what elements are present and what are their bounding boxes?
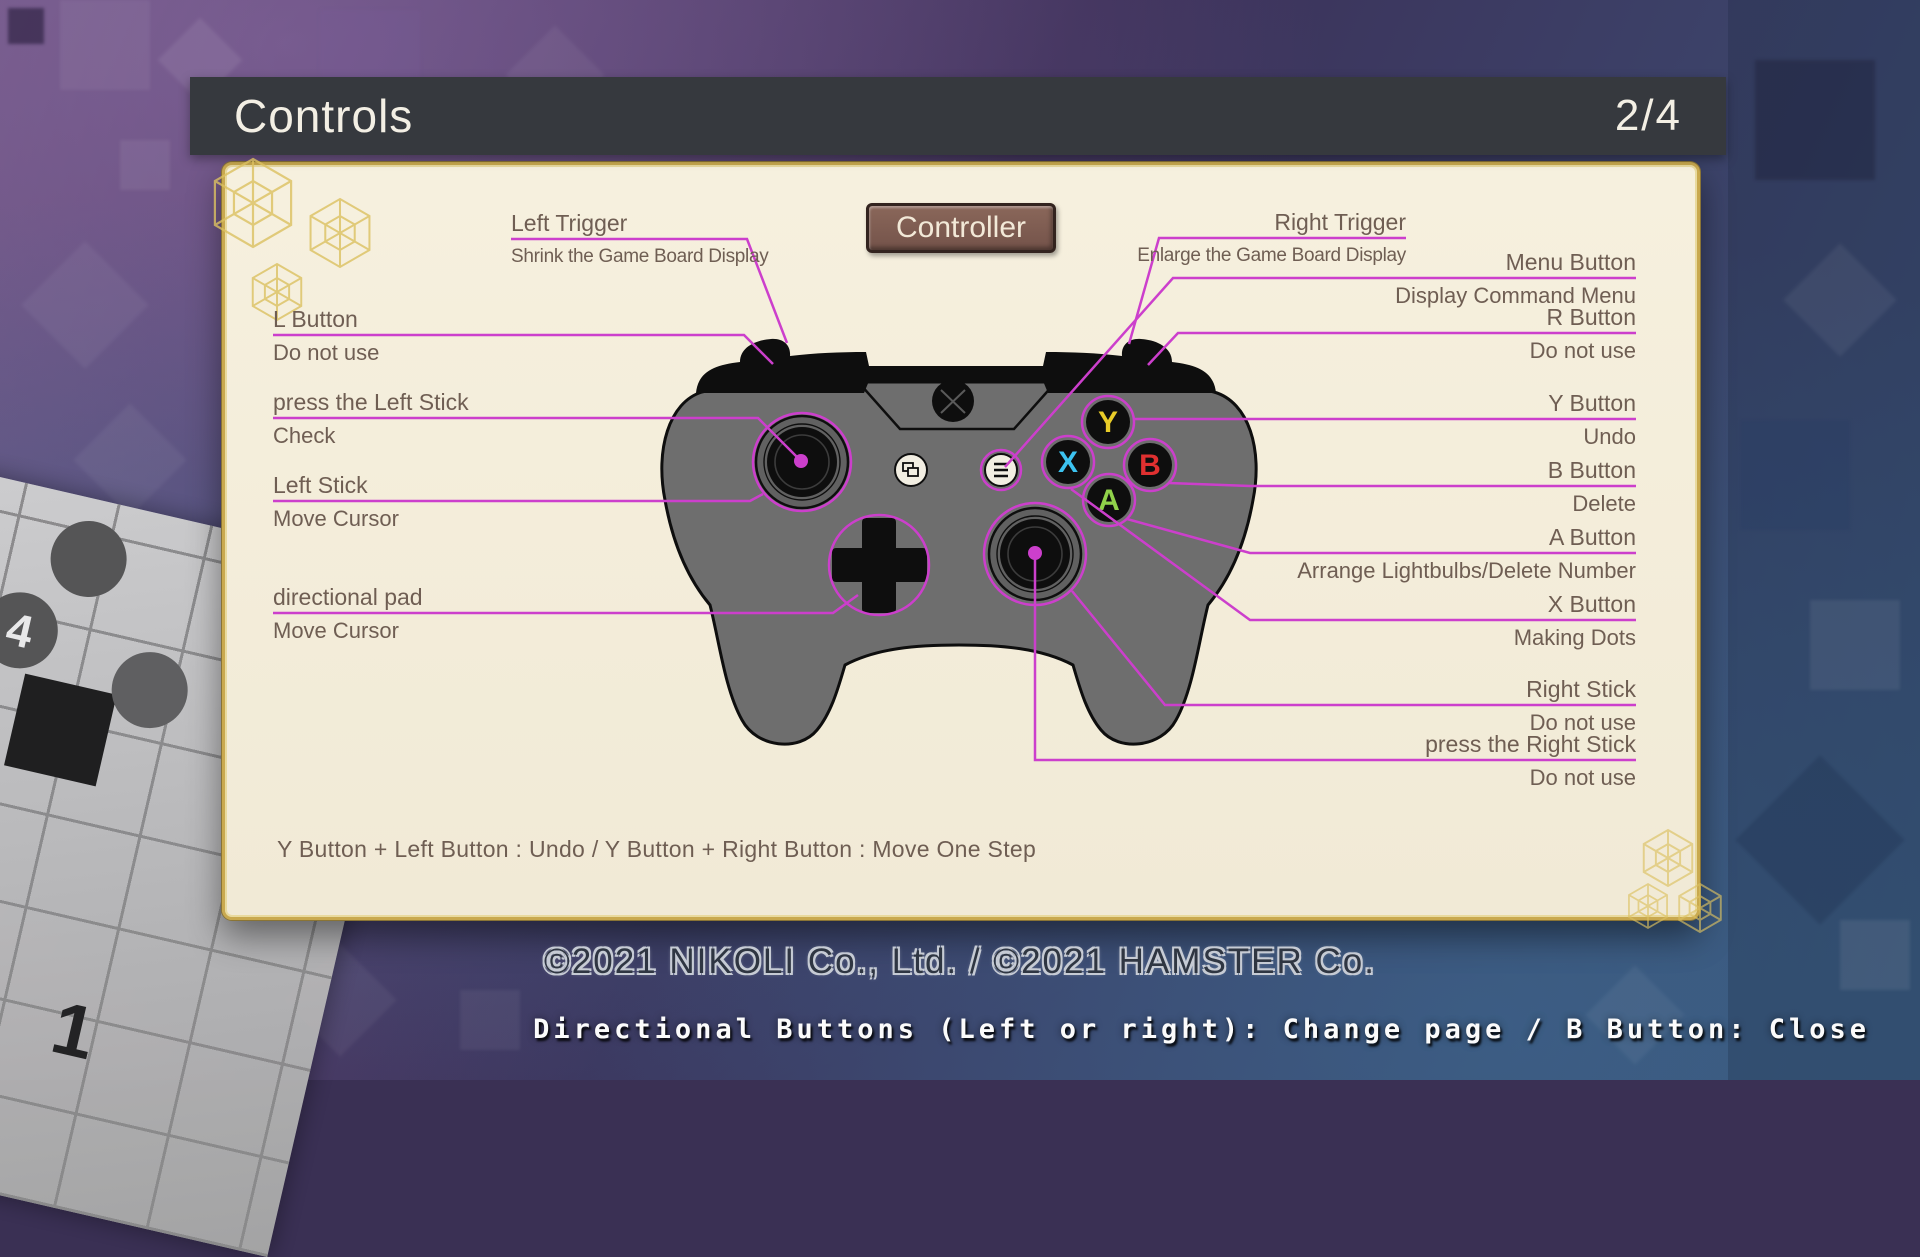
callout-right-stick: Right Stick Do not use — [1526, 676, 1636, 735]
callout-desc: Shrink the Game Board Display — [511, 246, 769, 267]
callout-title: B Button — [1547, 457, 1636, 483]
callout-title: Right Trigger — [1274, 209, 1406, 235]
callout-title: Right Stick — [1526, 676, 1636, 702]
callout-title: Menu Button — [1505, 249, 1636, 275]
callout-press-left-stick: press the Left Stick Check — [273, 389, 469, 448]
tab-controller[interactable]: Controller — [866, 203, 1056, 253]
callout-right-trigger: Right Trigger Enlarge the Game Board Dis… — [1137, 209, 1406, 268]
titlebar: Controls 2/4 — [190, 77, 1726, 155]
callout-title: directional pad — [273, 584, 423, 610]
callout-desc: Delete — [1572, 491, 1636, 516]
callout-desc: Arrange Lightbulbs/Delete Number — [1297, 558, 1636, 583]
callout-l-button: L Button Do not use — [273, 306, 379, 365]
callout-desc: Undo — [1583, 424, 1636, 449]
callout-desc: Making Dots — [1513, 625, 1636, 650]
mosaic-square — [1740, 420, 1850, 530]
mosaic-square — [460, 990, 520, 1050]
puzzle-black-cell — [4, 673, 117, 787]
callout-title: L Button — [273, 306, 358, 332]
tab-controller-label: Controller — [895, 211, 1027, 244]
callout-desc: Do not use — [1529, 765, 1636, 790]
combo-note: Y Button + Left Button : Undo / Y Button… — [277, 836, 1037, 862]
mosaic-square — [8, 8, 44, 44]
page-indicator: 2/4 — [1614, 91, 1682, 140]
callout-press-right-stick: press the Right Stick Do not use — [1425, 731, 1636, 790]
mosaic-square — [1810, 600, 1900, 690]
puzzle-clue-number: 4 — [1, 602, 39, 659]
callout-title: A Button — [1549, 524, 1636, 550]
callout-title: Left Trigger — [511, 210, 628, 236]
callout-y-button: Y Button Undo — [1548, 390, 1636, 449]
callout-desc: Check — [273, 423, 336, 448]
callout-b-button: B Button Delete — [1548, 457, 1636, 516]
callout-left-stick: Left Stick Move Cursor — [273, 472, 399, 531]
callout-directional-pad: directional pad Move Cursor — [273, 584, 423, 643]
callout-title: Y Button — [1548, 390, 1636, 416]
callout-a-button: A Button Arrange Lightbulbs/Delete Numbe… — [1297, 524, 1636, 583]
callout-title: press the Right Stick — [1425, 731, 1636, 757]
mosaic-square — [60, 0, 150, 90]
callout-menu-button: Menu Button Display Command Menu — [1395, 249, 1636, 308]
mosaic-square — [120, 140, 170, 190]
callout-title: X Button — [1547, 591, 1636, 617]
mosaic-square — [1755, 60, 1875, 180]
callout-x-button: X Button Making Dots — [1514, 591, 1636, 650]
mosaic-square — [1840, 920, 1910, 990]
callout-desc: Do not use — [273, 340, 380, 365]
callout-title: R Button — [1546, 304, 1637, 330]
puzzle-circle — [104, 644, 196, 736]
callout-r-button: R Button Do not use — [1530, 304, 1636, 363]
callout-title: press the Left Stick — [273, 389, 469, 415]
callout-desc: Enlarge the Game Board Display — [1137, 245, 1406, 266]
callout-desc: Move Cursor — [273, 618, 399, 643]
bottom-hint: Directional Buttons (Left or right): Cha… — [533, 1014, 1870, 1045]
page-title: Controls — [234, 90, 414, 142]
callout-desc: Do not use — [1529, 338, 1636, 363]
puzzle-circle — [43, 513, 135, 605]
puzzle-clue-circle: 4 — [0, 584, 66, 676]
callout-desc: Move Cursor — [273, 506, 399, 531]
copyright-text: ©2021 NIKOLI Co., Ltd. / ©2021 HAMSTER C… — [543, 942, 1376, 981]
puzzle-clue-number: 1 — [44, 985, 104, 1076]
callout-title: Left Stick — [273, 472, 368, 498]
callout-left-trigger: Left Trigger Shrink the Game Board Displ… — [511, 210, 769, 269]
background-band — [1728, 0, 1920, 1080]
